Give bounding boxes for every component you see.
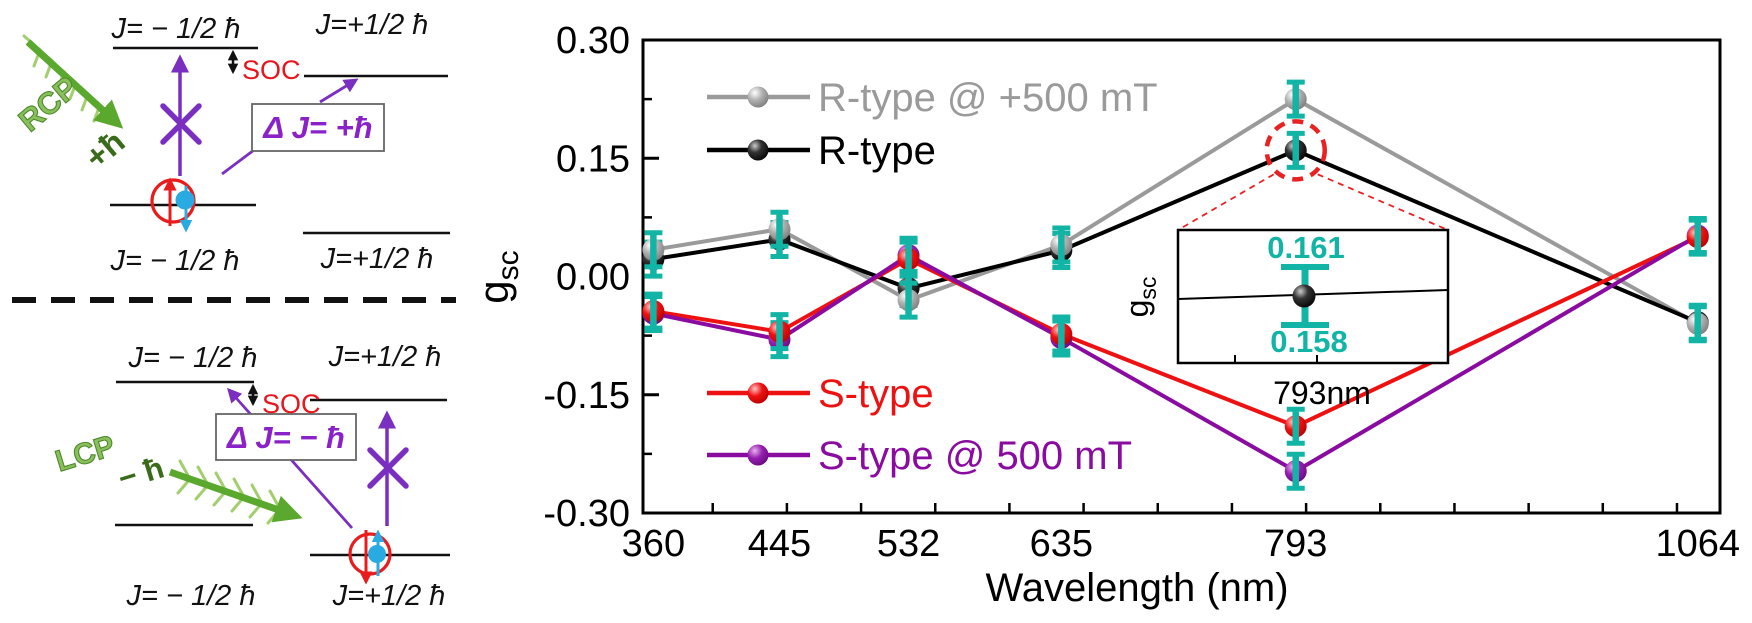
allowed-arrow [319,78,359,104]
series-line [653,96,1699,326]
lcp-momentum-label: − ħ [114,450,168,497]
level-label: J= − 1/2 ħ [126,580,256,612]
inset-data-point [1292,284,1316,308]
inset-x-axis-title: 793nm [1273,375,1371,411]
electron-spin [348,529,392,585]
delta-j-box [251,103,385,152]
x-tick-label: 793 [1264,523,1327,565]
legend: R-type @ +500 mT R-type S-type S-type @ 500… [707,76,1158,478]
y-tick-label: -0.15 [543,375,630,417]
delta-j-label: Δ J= +ħ [262,110,372,145]
highlight-circle [1177,119,1449,231]
axis-titles: Wavelength (nm) gsc [470,250,1289,610]
forbidden-x-icon [367,447,409,489]
legend-marker [747,382,769,404]
rcp-momentum-label: +ħ [78,122,132,176]
series-line [653,148,1699,325]
rcp-diagram: J= − 1/2 ħ J=+1/2 ħ SOC [11,9,450,277]
level-label: J=+1/2 ħ [328,341,442,373]
level-label: J=+1/2 ħ [320,243,434,275]
level-label: J= − 1/2 ħ [128,342,258,374]
legend-label: R-type @ +500 mT [818,76,1158,120]
legend-label: S-type @ 500 mT [818,434,1132,478]
inset-plot: 0.161 0.158 gsc 793nm [1119,228,1450,411]
inset-upper-value: 0.161 [1267,230,1345,265]
x-tick-label: 445 [748,523,811,565]
series-line [653,235,1699,429]
y-tick-label: -0.30 [543,493,630,535]
inset-lower-value: 0.158 [1270,324,1348,359]
legend-label: R-type [818,129,936,173]
electron-spin [150,177,196,233]
x-axis-ticks: 360 445 532 635 793 1064 [622,503,1740,565]
lcp-diagram: J= − 1/2 ħ J=+1/2 ħ SOC Δ J= − ħ [51,341,450,612]
x-tick-label: 635 [1030,523,1093,565]
level-label: J= − 1/2 ħ [110,245,240,277]
y-axis-ticks: 0.30 0.15 0.00 -0.15 -0.30 [543,20,659,535]
y-axis-title: gsc [470,250,525,303]
y-tick-label: 0.30 [556,20,630,62]
data-points [642,79,1709,491]
x-tick-label: 532 [877,523,940,565]
legend-marker [747,444,769,466]
legend-marker [747,139,769,161]
level-label: J=+1/2 ħ [332,580,446,612]
level-label: J= − 1/2 ħ [111,13,241,45]
x-axis-title: Wavelength (nm) [985,566,1288,610]
legend-marker [747,86,769,108]
lcp-photon-arrow [168,459,303,525]
lcp-label: LCP [52,429,119,478]
delta-j-box [215,413,357,461]
y-tick-label: 0.00 [556,257,630,299]
x-tick-label: 1064 [1655,523,1740,565]
series-lines [652,96,1699,474]
soc-label: SOC [242,55,301,85]
legend-label: S-type [818,372,934,416]
y-tick-label: 0.15 [556,138,630,180]
delta-j-label: Δ J= − ħ [226,420,345,455]
level-label: J=+1/2 ħ [315,9,429,41]
series-line [652,233,1699,474]
energy-level-diagrams: J= − 1/2 ħ J=+1/2 ħ SOC [11,9,456,612]
rcp-photon-arrow [22,34,124,129]
forbidden-x-icon [160,103,202,145]
inset-y-axis-title: gsc [1119,277,1161,318]
x-tick-label: 360 [622,523,685,565]
